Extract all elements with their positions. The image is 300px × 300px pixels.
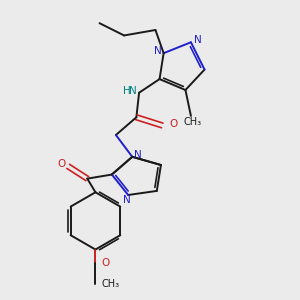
Text: N: N bbox=[134, 150, 142, 160]
Text: O: O bbox=[57, 159, 65, 169]
Text: O: O bbox=[101, 258, 110, 268]
Text: CH₃: CH₃ bbox=[101, 279, 120, 289]
Text: N: N bbox=[123, 195, 131, 205]
Text: N: N bbox=[129, 86, 136, 96]
Text: O: O bbox=[169, 119, 177, 129]
Text: CH₃: CH₃ bbox=[183, 117, 201, 127]
Text: N: N bbox=[154, 46, 161, 56]
Text: H: H bbox=[123, 86, 131, 96]
Text: N: N bbox=[194, 35, 202, 45]
